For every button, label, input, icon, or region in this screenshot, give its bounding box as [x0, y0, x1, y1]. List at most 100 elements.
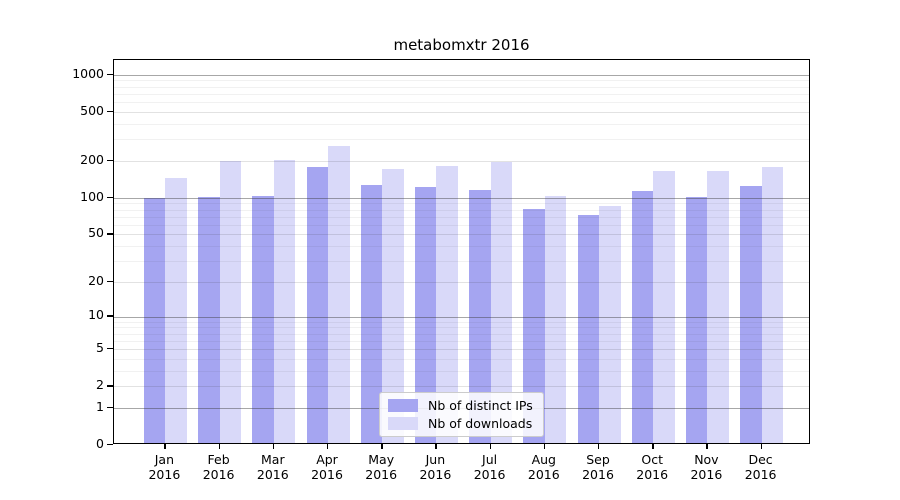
gridline-labeled [114, 349, 809, 350]
gridline-major [114, 197, 809, 199]
x-tick-label-aug: Aug 2016 [527, 452, 560, 482]
legend-swatch-icon [388, 417, 418, 430]
y-tick-label: 200 [80, 151, 104, 167]
gridline-minor [114, 224, 809, 226]
x-tick-label-apr: Apr 2016 [311, 452, 343, 482]
gridline-labeled [114, 386, 809, 388]
bar-jun-ips [414, 186, 437, 443]
legend-swatch-icon [388, 399, 418, 412]
y-tick-mark [107, 280, 113, 283]
x-tick-label-oct: Oct 2016 [636, 452, 669, 482]
bar-apr-downloads [328, 146, 350, 443]
gridline-minor [114, 86, 809, 88]
plot-area [113, 59, 810, 444]
bar-dec-ips [740, 186, 762, 443]
legend-label: Nb of downloads [428, 416, 533, 431]
gridline-minor [114, 261, 809, 262]
x-tick-mark [327, 444, 329, 449]
y-tick-label: 1 [96, 398, 104, 414]
x-tick-label-feb: Feb 2016 [202, 452, 235, 482]
gridline-major [114, 74, 809, 76]
y-tick-label: 20 [88, 272, 104, 288]
chart-title: metabomxtr 2016 [393, 36, 530, 54]
bar-may-downloads [382, 169, 404, 443]
gridline-minor [114, 216, 809, 218]
gridline-labeled [114, 281, 809, 283]
bar-jan-ips [143, 198, 166, 443]
x-tick-mark [381, 444, 383, 449]
y-tick-mark [107, 347, 113, 350]
legend-item: Nb of distinct IPs [388, 398, 533, 413]
bar-apr-ips [306, 166, 328, 443]
y-tick-mark [107, 444, 113, 446]
bar-feb-ips [198, 197, 220, 443]
x-tick-mark [652, 444, 654, 449]
x-tick-mark [272, 444, 275, 449]
gridline-minor [114, 93, 809, 95]
legend-item: Nb of downloads [388, 416, 533, 431]
y-tick-mark [107, 233, 113, 235]
gridline-minor [114, 327, 809, 329]
gridline-minor [114, 209, 809, 211]
y-tick-label: 500 [80, 102, 104, 118]
gridline-minor [114, 333, 809, 335]
gridline-major [114, 316, 809, 318]
y-tick-mark [107, 406, 113, 409]
y-tick-mark [107, 159, 113, 162]
legend: Nb of distinct IPs Nb of downloads [379, 392, 544, 437]
bar-mar-ips [252, 195, 274, 443]
gridline-labeled [114, 111, 809, 113]
y-tick-label: 10 [88, 307, 104, 323]
bar-jun-downloads [436, 165, 458, 443]
bar-jul-ips [469, 189, 491, 443]
gridline-minor [114, 80, 809, 82]
x-tick-label-jan: Jan 2016 [148, 452, 181, 482]
y-tick-mark [107, 385, 113, 387]
gridline-minor [114, 102, 809, 104]
y-tick-mark [107, 110, 113, 113]
bar-mar-downloads [273, 159, 296, 443]
x-tick-mark [598, 444, 600, 449]
gridline-minor [114, 246, 809, 247]
bar-nov-downloads [707, 171, 729, 443]
x-tick-label-sep: Sep 2016 [582, 452, 614, 482]
y-tick-label: 0 [96, 436, 104, 451]
bar-sep-ips [577, 215, 599, 443]
x-tick-mark [218, 444, 220, 449]
gridline-minor [114, 139, 809, 141]
bar-jul-downloads [490, 161, 513, 443]
x-tick-mark [435, 444, 437, 449]
y-tick-label: 50 [88, 225, 104, 241]
y-tick-label: 2 [96, 377, 104, 393]
bar-dec-downloads [761, 167, 784, 443]
x-tick-mark [489, 444, 491, 449]
gridline-minor [114, 358, 809, 360]
y-tick-label: 100 [80, 188, 104, 204]
gridline-minor [114, 370, 809, 372]
bar-may-ips [360, 184, 383, 443]
y-tick-mark [107, 73, 113, 76]
bar-aug-downloads [544, 195, 567, 443]
bar-feb-downloads [219, 160, 242, 443]
bar-aug-ips [523, 208, 545, 443]
gridline-labeled [114, 234, 809, 236]
legend-label: Nb of distinct IPs [428, 398, 533, 413]
gridline-minor [114, 123, 809, 125]
gridline-minor [114, 321, 809, 323]
y-tick-label: 5 [96, 339, 104, 355]
x-tick-mark [706, 444, 708, 449]
x-tick-mark [543, 444, 546, 449]
x-tick-label-jul: Jul 2016 [473, 452, 506, 482]
bar-nov-ips [685, 197, 708, 443]
bar-jan-downloads [165, 178, 187, 443]
x-tick-label-may: May 2016 [365, 452, 398, 482]
y-tick-mark [107, 196, 113, 199]
x-tick-mark [164, 444, 166, 449]
x-tick-label-mar: Mar 2016 [256, 452, 289, 482]
x-tick-label-jun: Jun 2016 [419, 452, 452, 482]
x-tick-label-dec: Dec 2016 [744, 452, 777, 482]
bar-oct-downloads [653, 170, 675, 443]
gridline-minor [114, 203, 809, 205]
bar-sep-downloads [599, 206, 621, 443]
y-tick-mark [107, 315, 113, 317]
